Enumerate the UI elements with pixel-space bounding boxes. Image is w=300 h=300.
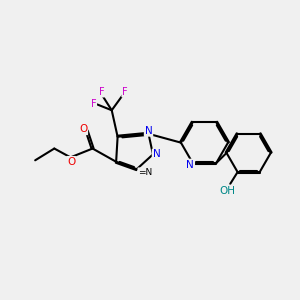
Text: N: N	[153, 149, 160, 159]
Text: O: O	[67, 157, 75, 167]
Text: N: N	[187, 160, 194, 170]
Text: F: F	[91, 99, 96, 110]
Text: F: F	[122, 87, 128, 97]
Text: F: F	[99, 87, 104, 97]
Text: O: O	[79, 124, 87, 134]
Text: N: N	[145, 126, 152, 136]
Text: OH: OH	[219, 186, 235, 196]
Text: =N: =N	[138, 168, 152, 177]
